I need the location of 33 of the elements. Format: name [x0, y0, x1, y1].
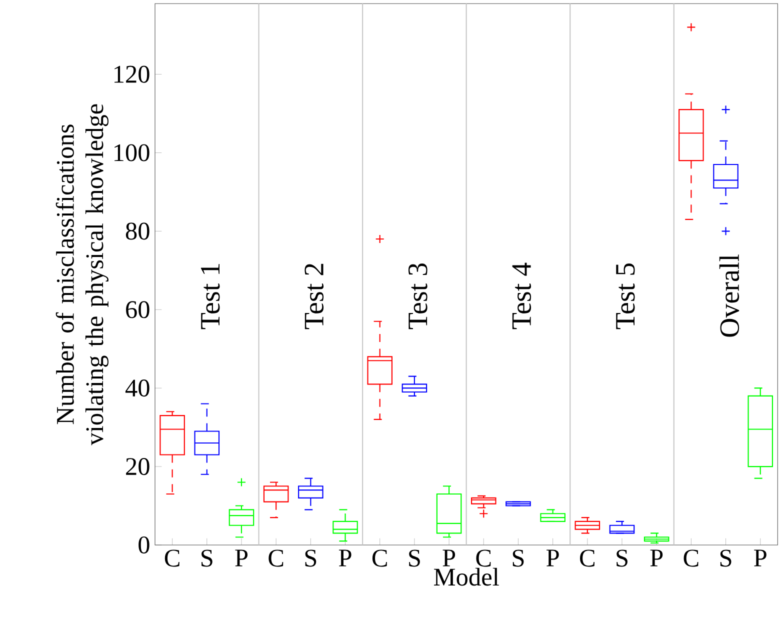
x-tick-label: P [650, 550, 663, 566]
x-tick-label: S [512, 550, 524, 567]
y-tick-label: 100 [114, 144, 150, 162]
x-tick-label: S [202, 550, 212, 567]
y-tick-label: 40 [125, 380, 150, 397]
x-tick-label: C [580, 550, 594, 567]
y-tick-label: 60 [126, 301, 150, 318]
y-axis-title: Number of misclassifications violating the physical knowledge [56, 104, 108, 446]
annotation: Test 4 [512, 262, 532, 330]
annotation: Test 1 [200, 264, 220, 330]
y-tick-label: 120 [114, 66, 150, 83]
x-tick-label: C [372, 550, 387, 567]
x-tick-label: P [754, 550, 766, 566]
x-tick-label: S [616, 550, 628, 567]
x-tick-label: P [442, 550, 456, 566]
annotation: Test 3 [408, 263, 428, 330]
x-tick-label: C [476, 550, 491, 567]
y-tick-label: 0 [138, 536, 150, 554]
x-tick-label: S [720, 550, 732, 567]
y-tick-label: 20 [126, 458, 150, 476]
annotation: Overall [719, 254, 740, 337]
x-tick-label: S [409, 550, 420, 567]
x-tick-label: P [235, 550, 248, 566]
y-tick-label: 80 [126, 222, 150, 240]
x-tick-label: C [164, 550, 180, 567]
x-axis-title: Model [434, 568, 499, 586]
x-tick-label: P [338, 550, 352, 566]
annotation: Test 2 [304, 264, 324, 330]
x-tick-label: S [305, 550, 316, 567]
x-tick-label: C [684, 550, 698, 567]
x-tick-label: P [546, 550, 559, 566]
x-tick-label: C [268, 550, 284, 567]
annotation: Test 5 [616, 263, 635, 330]
